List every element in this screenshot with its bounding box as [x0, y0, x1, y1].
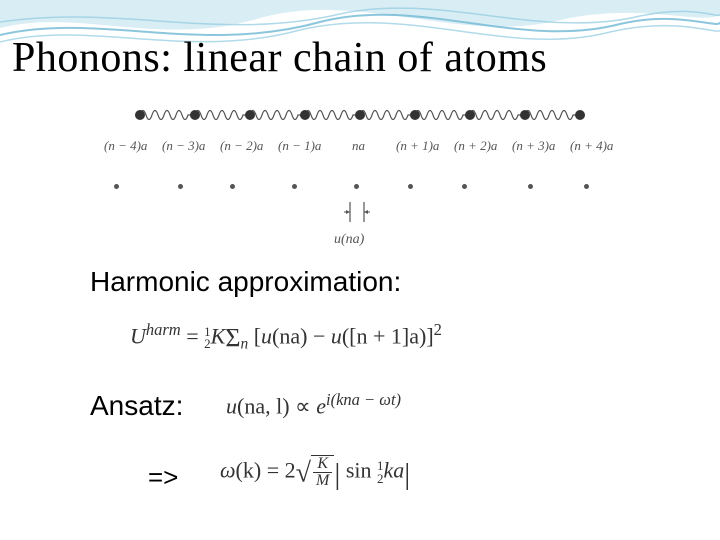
position-label: (n + 4)a: [570, 138, 613, 154]
chain-atom: [190, 110, 200, 120]
slide-title: Phonons: linear chain of atoms: [12, 34, 547, 82]
equation-harmonic: Uharm = 12KΣn [u(na) − u([n + 1]a)]2: [130, 320, 442, 354]
displaced-atom: [584, 184, 589, 189]
position-label: (n + 1)a: [396, 138, 439, 154]
chain-diagram: [120, 95, 600, 135]
displaced-atom: [230, 184, 235, 189]
position-label: (n − 1)a: [278, 138, 321, 154]
equation-dispersion: ω(k) = 2√KM| sin 12ka|: [220, 456, 410, 492]
equation-ansatz: u(na, l) ∝ ei(kna − ωt): [226, 390, 401, 419]
displaced-atom: [408, 184, 413, 189]
chain-atom: [355, 110, 365, 120]
chain-atom: [300, 110, 310, 120]
position-label: (n + 3)a: [512, 138, 555, 154]
implies-arrow: =>: [148, 462, 178, 493]
position-label: na: [352, 138, 365, 154]
displaced-atom: [462, 184, 467, 189]
chain-atom: [520, 110, 530, 120]
chain-atom: [575, 110, 585, 120]
displaced-atom: [292, 184, 297, 189]
position-label: (n − 4)a: [104, 138, 147, 154]
position-label: (n + 2)a: [454, 138, 497, 154]
displacement-marker: [340, 200, 390, 230]
position-label: (n − 2)a: [220, 138, 263, 154]
chain-atom: [245, 110, 255, 120]
chain-atom: [410, 110, 420, 120]
chain-atom: [135, 110, 145, 120]
ansatz-heading: Ansatz:: [90, 390, 183, 422]
harmonic-heading: Harmonic approximation:: [90, 266, 401, 298]
displacement-label: u(na): [334, 232, 364, 248]
displaced-atom: [528, 184, 533, 189]
displaced-atom: [178, 184, 183, 189]
displaced-atoms: [80, 178, 640, 198]
displaced-atom: [114, 184, 119, 189]
displaced-atom: [354, 184, 359, 189]
chain-atom: [465, 110, 475, 120]
position-label: (n − 3)a: [162, 138, 205, 154]
